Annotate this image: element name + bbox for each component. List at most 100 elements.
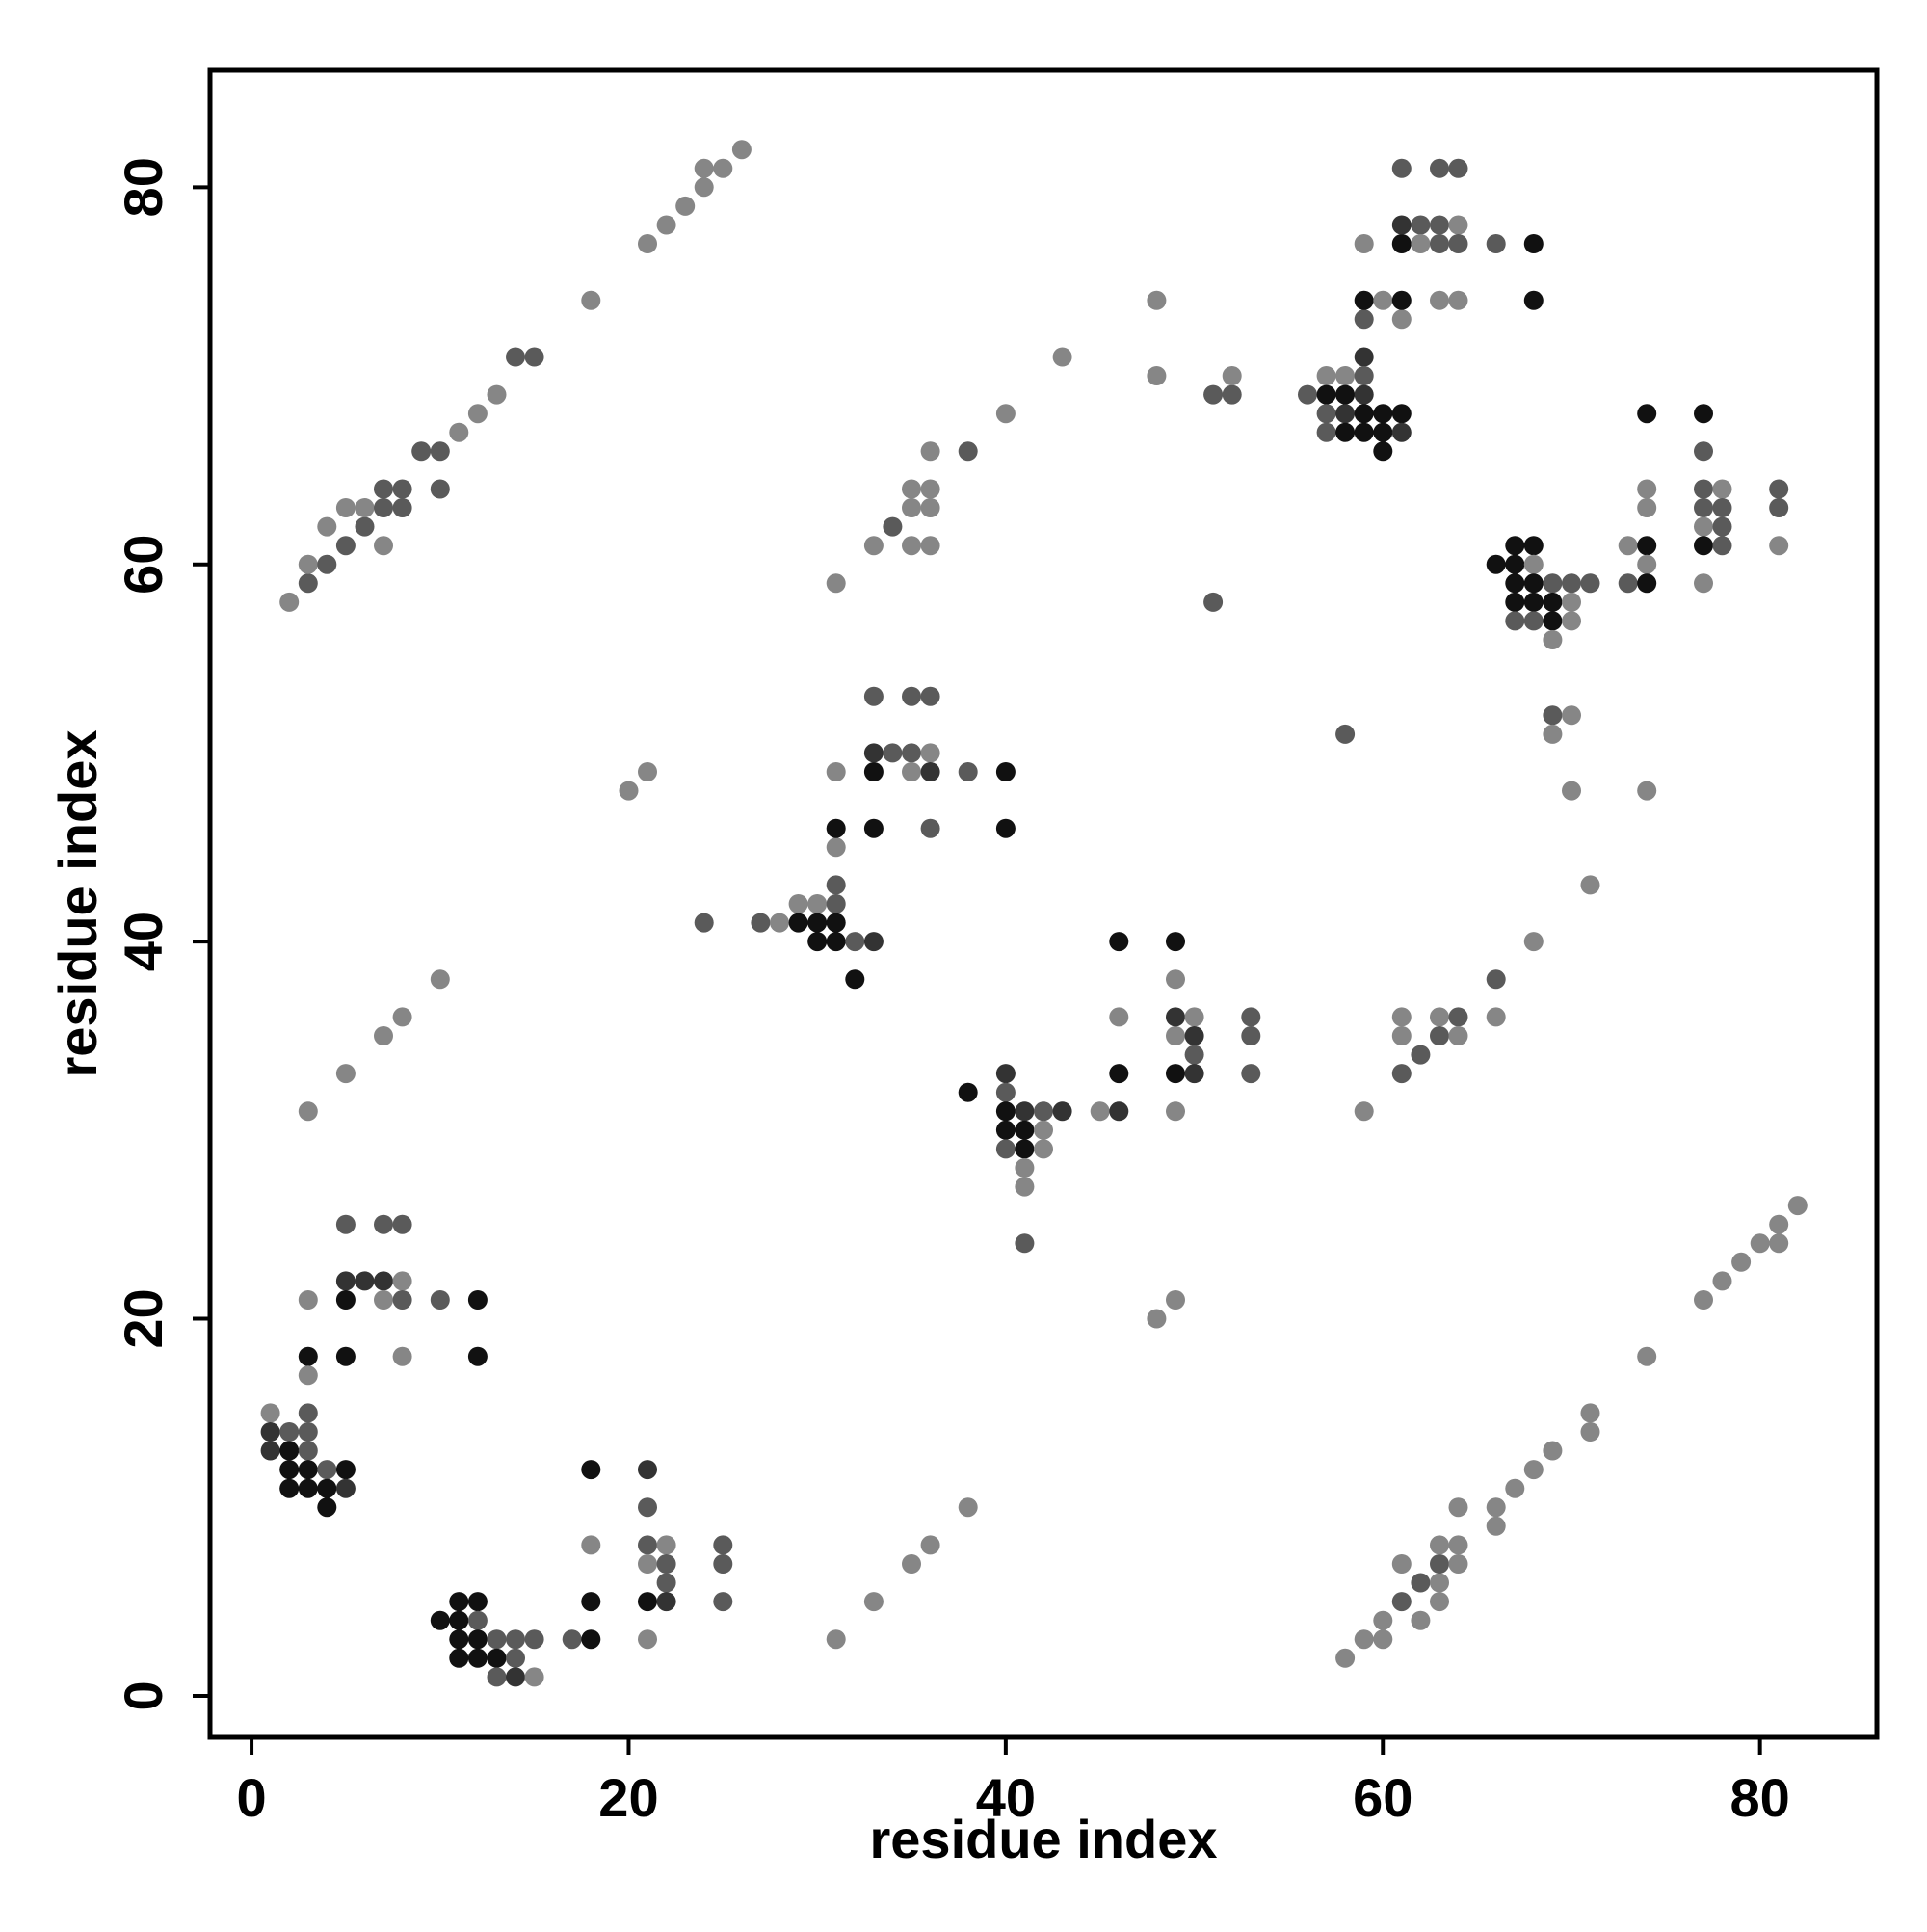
data-point (1166, 1290, 1185, 1310)
data-point (430, 969, 450, 990)
data-point (449, 1592, 469, 1612)
data-point (1015, 1139, 1035, 1159)
data-point (1580, 875, 1600, 895)
y-axis-label: residue index (47, 729, 108, 1077)
data-point (374, 1026, 393, 1045)
data-point (335, 1346, 356, 1366)
data-point (1354, 347, 1374, 367)
data-point (1373, 422, 1393, 442)
data-point (298, 1460, 318, 1480)
data-point (1486, 969, 1506, 990)
data-point (1391, 290, 1412, 310)
data-point (355, 1271, 375, 1291)
data-point (1090, 1101, 1110, 1122)
data-point (863, 762, 884, 781)
data-point (826, 762, 846, 781)
data-point (1580, 573, 1600, 594)
data-point (1241, 1064, 1261, 1084)
data-point (1523, 536, 1544, 556)
data-point (920, 441, 940, 462)
data-point (1787, 1196, 1808, 1216)
data-point (958, 441, 978, 462)
data-point (1373, 290, 1393, 310)
data-point (1448, 1535, 1468, 1555)
data-point (826, 837, 846, 858)
data-point (1694, 1290, 1713, 1310)
data-point (1505, 573, 1525, 594)
data-point (958, 762, 978, 781)
data-point (1391, 234, 1412, 253)
data-point (1769, 536, 1789, 556)
data-point (374, 1271, 393, 1291)
data-point (713, 1554, 733, 1574)
data-point (1448, 1497, 1468, 1518)
data-point (1316, 404, 1336, 424)
data-point (863, 1592, 884, 1612)
data-point (920, 479, 940, 499)
data-point (374, 498, 393, 517)
data-point (298, 554, 318, 574)
data-point (1354, 1629, 1374, 1650)
data-point (656, 1554, 676, 1574)
data-point (1486, 234, 1506, 253)
x-tick-label: 0 (236, 1767, 266, 1828)
y-axis: 0 20 40 60 80 (113, 157, 210, 1710)
data-point (335, 1290, 356, 1310)
data-point (317, 1478, 337, 1498)
data-point (863, 818, 884, 838)
data-point (1523, 573, 1544, 594)
data-point (1448, 158, 1468, 178)
data-point (694, 158, 714, 178)
data-point (1430, 234, 1449, 253)
data-point (1486, 1497, 1506, 1518)
data-point (279, 1460, 300, 1480)
data-point (902, 498, 921, 517)
data-point (1316, 422, 1336, 442)
data-point (1109, 1101, 1129, 1122)
data-point (1694, 441, 1713, 462)
data-point (713, 1592, 733, 1612)
data-point (1769, 1233, 1789, 1254)
data-point (1316, 384, 1336, 405)
data-point (638, 1535, 657, 1555)
data-point (355, 498, 375, 517)
data-point (298, 573, 318, 594)
data-point (1637, 554, 1657, 574)
data-point (392, 1346, 412, 1366)
data-point (335, 498, 356, 517)
data-point (920, 686, 940, 706)
data-point (392, 498, 412, 517)
data-point (335, 1214, 356, 1234)
data-point (1505, 554, 1525, 574)
data-point (1430, 158, 1449, 178)
data-point (430, 479, 450, 499)
data-point (1354, 366, 1374, 385)
data-point (1298, 384, 1317, 405)
data-point (1430, 1554, 1449, 1574)
data-point (1411, 1610, 1431, 1630)
data-point (467, 1629, 488, 1650)
data-point (1523, 592, 1544, 612)
data-point (260, 1422, 280, 1442)
data-point (487, 1629, 507, 1650)
data-point (1354, 309, 1374, 330)
data-point (902, 743, 921, 763)
data-point (788, 894, 808, 913)
x-tick-label: 80 (1730, 1767, 1790, 1828)
plot-background (210, 70, 1877, 1737)
data-point (1166, 932, 1185, 952)
data-point (694, 177, 714, 198)
data-point (1241, 1026, 1261, 1045)
data-point (920, 498, 940, 517)
data-point (1637, 781, 1657, 801)
data-point (1430, 1592, 1449, 1612)
data-point (487, 1667, 507, 1687)
data-point (902, 686, 921, 706)
data-point (1373, 1629, 1393, 1650)
data-point (1750, 1233, 1770, 1254)
data-point (1430, 1535, 1449, 1555)
data-point (1335, 1648, 1356, 1668)
data-point (524, 1629, 544, 1650)
data-point (995, 1120, 1016, 1140)
data-point (1184, 1045, 1204, 1065)
